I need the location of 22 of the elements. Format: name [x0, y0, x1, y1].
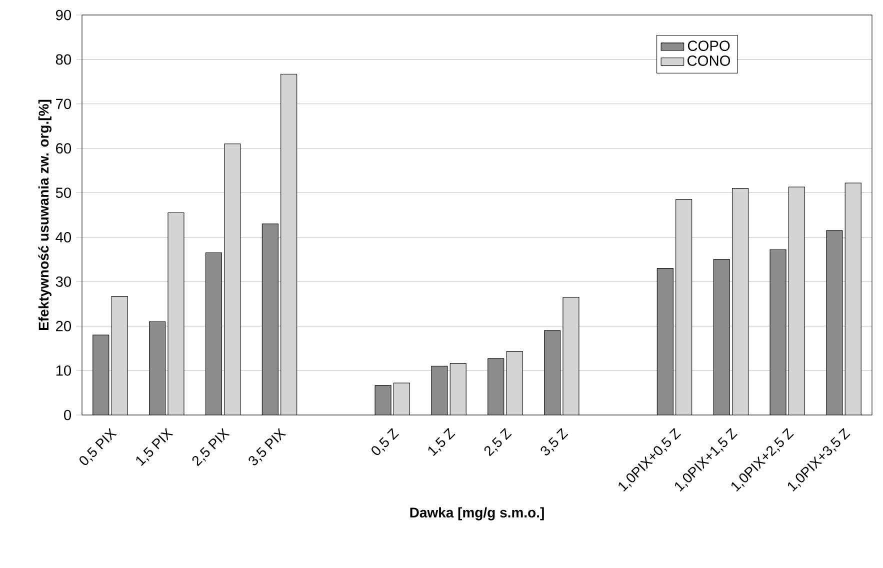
x-tick-label: 2,5 PIX: [192, 428, 230, 466]
x-tick-label: 1,5 PIX: [136, 428, 174, 466]
x-tick-label: 2,5 Z: [484, 428, 512, 456]
y-tick-label: 30: [56, 276, 72, 287]
y-tick-label: 80: [56, 54, 72, 65]
x-tick-label: 0,5 PIX: [80, 428, 117, 466]
x-tick-label: 0,5 Z: [372, 428, 399, 456]
x-axis-title: Dawka [mg/g s.m.o.]: [410, 507, 544, 520]
legend-label: COPO: [688, 40, 730, 51]
y-tick-label: 90: [56, 10, 72, 20]
x-tick-label: 1,5 Z: [428, 428, 456, 456]
y-axis-title: Efektywność usuwania zw. org.[%]: [38, 100, 52, 330]
y-tick-label: 70: [56, 98, 72, 110]
y-tick-label: 40: [56, 232, 72, 242]
y-tick-label: 50: [56, 188, 72, 198]
y-tick-label: 0: [64, 410, 72, 420]
x-tick-label: 3,5 PIX: [248, 428, 286, 466]
y-tick-label: 20: [56, 320, 72, 332]
y-tick-label: 60: [56, 143, 72, 154]
x-tick-label: 3,5 Z: [540, 428, 568, 456]
y-tick-label: 10: [56, 365, 72, 376]
legend-label: CONO: [688, 56, 730, 66]
